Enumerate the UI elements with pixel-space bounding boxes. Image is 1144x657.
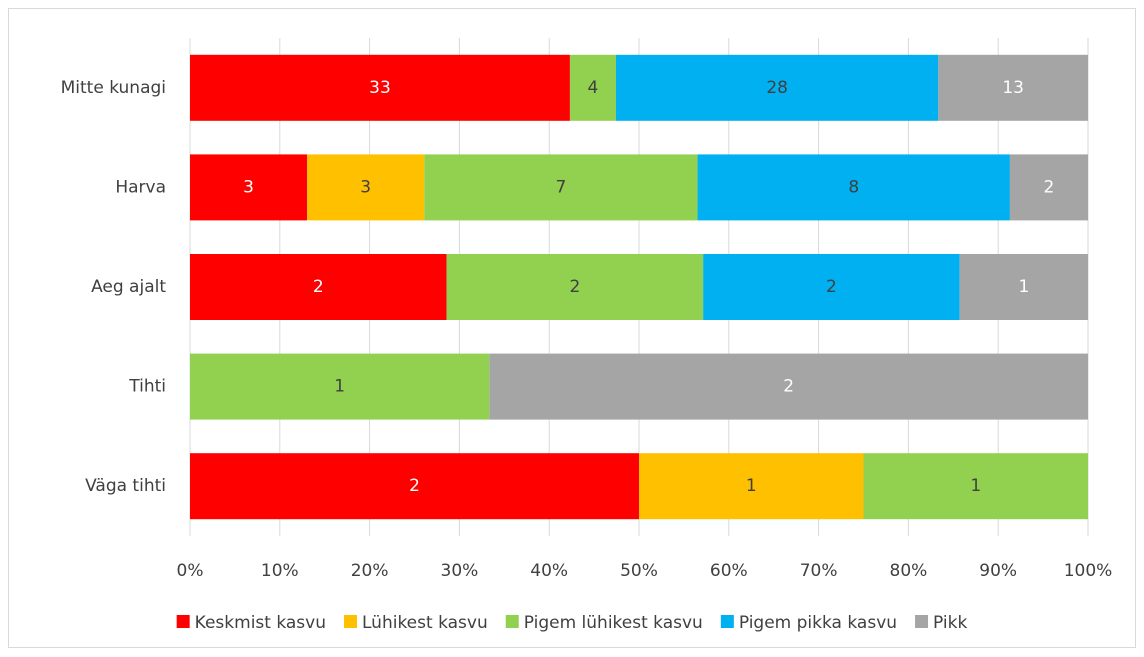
data-label: 8 bbox=[848, 177, 859, 197]
bar-segment bbox=[863, 453, 1088, 520]
data-label: 13 bbox=[1002, 78, 1024, 98]
x-tick-label: 0% bbox=[177, 561, 204, 581]
bar-segment bbox=[938, 54, 1088, 121]
data-label: 33 bbox=[369, 78, 391, 98]
x-tick-label: 90% bbox=[979, 561, 1017, 581]
bar-segment bbox=[703, 254, 960, 320]
data-label: 1 bbox=[970, 476, 981, 496]
bar-segment bbox=[489, 353, 1088, 420]
legend-swatch bbox=[915, 615, 929, 628]
legend-label: Pigem lühikest kasvu bbox=[524, 613, 703, 633]
legend: Keskmist kasvu Lühikest kasvu Pigem lühike… bbox=[176, 613, 967, 633]
data-label: 2 bbox=[826, 277, 837, 297]
bar-segment bbox=[569, 54, 616, 121]
x-tick-label: 100% bbox=[1064, 561, 1113, 581]
data-label: 7 bbox=[555, 177, 566, 197]
x-tick-label: 20% bbox=[351, 561, 389, 581]
legend-label: Keskmist kasvu bbox=[195, 613, 326, 633]
x-tick-label: 80% bbox=[890, 561, 928, 581]
data-label: 2 bbox=[783, 377, 794, 397]
x-tick-label: 70% bbox=[800, 561, 838, 581]
x-tick-label: 40% bbox=[530, 561, 568, 581]
bar-segment bbox=[190, 353, 490, 420]
bar-segment bbox=[697, 154, 1010, 221]
legend-label: Lühikest kasvu bbox=[362, 613, 488, 633]
data-label: 1 bbox=[1018, 277, 1029, 297]
x-tick-label: 30% bbox=[441, 561, 479, 581]
legend-swatch bbox=[720, 615, 734, 628]
bar-segment bbox=[639, 453, 864, 520]
bar-segment bbox=[615, 54, 939, 121]
legend-label: Pigem pikka kasvu bbox=[739, 613, 897, 633]
data-label: 2 bbox=[409, 476, 420, 496]
data-label: 4 bbox=[588, 78, 599, 98]
data-label: 2 bbox=[313, 277, 324, 297]
bar-segment bbox=[190, 453, 639, 520]
bar-segment bbox=[190, 54, 570, 121]
bar-segment bbox=[190, 154, 308, 221]
bar-segment bbox=[424, 154, 698, 221]
legend-swatch bbox=[344, 615, 357, 628]
x-tick-label: 50% bbox=[620, 561, 658, 581]
x-tick-label: 10% bbox=[261, 561, 299, 581]
y-tick-label: Tihti bbox=[128, 377, 166, 397]
bar-segment bbox=[959, 254, 1088, 320]
bar-segment bbox=[1009, 154, 1088, 221]
data-label: 1 bbox=[334, 377, 345, 397]
data-label: 2 bbox=[569, 277, 580, 297]
bar-segment bbox=[307, 154, 425, 221]
y-tick-label: Aeg ajalt bbox=[91, 277, 166, 297]
bar-segment bbox=[190, 254, 447, 320]
y-tick-label: Mitte kunagi bbox=[61, 78, 166, 98]
data-label: 2 bbox=[1044, 177, 1055, 197]
x-tick-label: 60% bbox=[710, 561, 748, 581]
y-tick-label: Väga tihti bbox=[85, 476, 166, 496]
legend-label: Pikk bbox=[933, 613, 967, 633]
bar-segment bbox=[446, 254, 704, 320]
y-tick-label: Harva bbox=[115, 177, 166, 197]
data-label: 3 bbox=[243, 177, 254, 197]
data-label: 3 bbox=[360, 177, 371, 197]
legend-swatch bbox=[176, 615, 190, 628]
data-label: 28 bbox=[766, 78, 788, 98]
legend-swatch bbox=[505, 615, 519, 628]
data-label: 1 bbox=[746, 476, 757, 496]
